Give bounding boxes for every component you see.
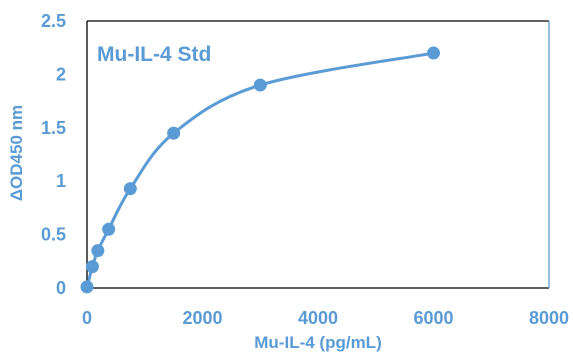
- chart-title: Mu-IL-4 Std: [97, 43, 211, 66]
- x-tick-label: 0: [82, 308, 92, 328]
- data-point: [85, 260, 99, 274]
- axes: 0 2000 4000 6000 8000 0 0.5 1 1.5 2 2.5: [41, 11, 569, 328]
- x-tick-label: 2000: [182, 308, 222, 328]
- data-point: [102, 222, 116, 236]
- data-point: [91, 244, 105, 258]
- y-tick-label: 2.5: [41, 11, 66, 31]
- y-tick-label: 0.5: [41, 225, 66, 245]
- data-point: [167, 126, 181, 140]
- x-tick-label: 6000: [413, 308, 453, 328]
- y-tick-label: 2: [56, 64, 66, 84]
- data-point: [80, 280, 94, 294]
- y-axis-title: ΔOD450 nm: [7, 105, 26, 201]
- labels: Mu-IL-4 Std Mu-IL-4 (pg/mL) ΔOD450 nm: [7, 43, 382, 352]
- series: [80, 46, 440, 294]
- data-point: [427, 46, 440, 60]
- x-axis-title: Mu-IL-4 (pg/mL): [254, 333, 381, 352]
- x-tick-label: 8000: [529, 308, 569, 328]
- x-tick-label: 4000: [298, 308, 338, 328]
- y-tick-label: 0: [56, 278, 66, 298]
- data-point: [123, 182, 137, 196]
- data-point: [253, 78, 267, 92]
- y-tick-label: 1: [56, 171, 66, 191]
- y-tick-label: 1.5: [41, 118, 66, 138]
